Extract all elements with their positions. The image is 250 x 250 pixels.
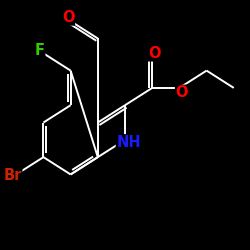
Text: Br: Br <box>3 168 22 183</box>
Text: O: O <box>62 10 74 25</box>
Text: O: O <box>148 46 161 61</box>
Text: O: O <box>176 85 188 100</box>
Text: NH: NH <box>116 135 141 150</box>
Text: F: F <box>35 43 45 58</box>
